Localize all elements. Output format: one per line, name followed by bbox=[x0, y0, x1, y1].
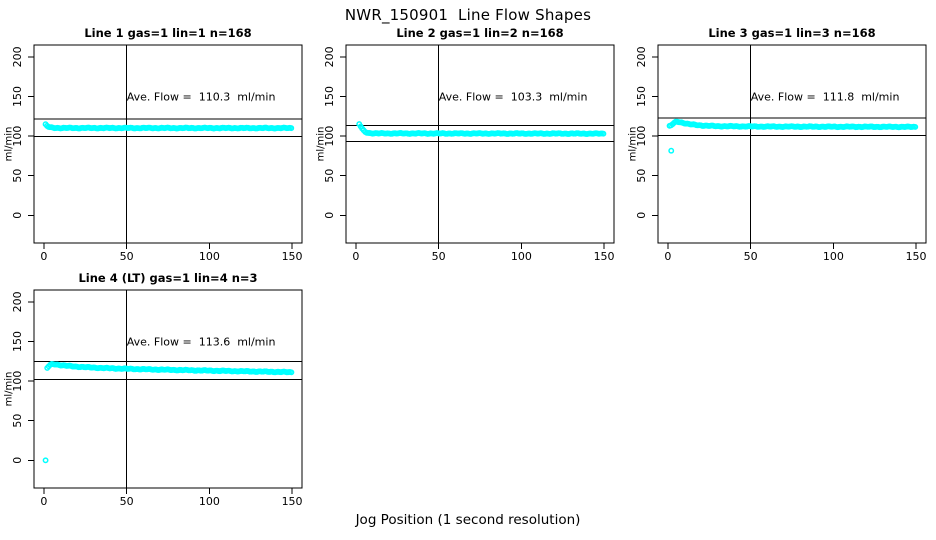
x-axis-ticks: 0 50 100 150 bbox=[40, 243, 303, 263]
outlier-point bbox=[668, 147, 675, 154]
y-tick-label: 100 bbox=[11, 371, 24, 392]
flow-panel-line-2: 0 50 100 150 200 0 50 100 150 ml/min Line 2 gas=1 … bbox=[316, 26, 615, 263]
y-axis-label: ml/min bbox=[4, 127, 15, 162]
data-point bbox=[912, 123, 919, 130]
x-tick-label: 0 bbox=[40, 495, 47, 508]
x-tick-label: 100 bbox=[199, 495, 220, 508]
y-tick-label: 0 bbox=[11, 212, 24, 219]
x-tick-label: 150 bbox=[594, 250, 615, 263]
y-axis-ticks: 0 50 100 150 200 bbox=[635, 46, 658, 219]
y-tick-label: 50 bbox=[11, 414, 24, 428]
y-axis-ticks: 0 50 100 150 200 bbox=[11, 291, 34, 464]
x-tick-label: 100 bbox=[511, 250, 532, 263]
ave-flow-annotation: Ave. Flow = 110.3 ml/min bbox=[127, 90, 276, 103]
flow-panel-line-4: 0 50 100 150 200 0 50 100 150 ml/min Line 4 (LT) g… bbox=[4, 271, 303, 508]
y-tick-label: 200 bbox=[11, 46, 24, 67]
flow-panel-line-1: 0 50 100 150 200 0 50 100 150 ml/min Line 1 gas=1 … bbox=[4, 26, 303, 263]
data-point bbox=[288, 369, 295, 376]
y-tick-label: 100 bbox=[635, 126, 648, 147]
data-points bbox=[42, 121, 295, 132]
x-axis-ticks: 0 50 100 150 bbox=[352, 243, 615, 263]
data-points bbox=[666, 118, 919, 131]
x-tick-label: 150 bbox=[282, 250, 303, 263]
data-points bbox=[356, 121, 607, 138]
y-axis-label: ml/min bbox=[4, 372, 15, 407]
panel-title: Line 4 (LT) gas=1 lin=4 n=3 bbox=[78, 271, 257, 285]
x-tick-label: 100 bbox=[823, 250, 844, 263]
y-tick-label: 150 bbox=[11, 86, 24, 107]
y-tick-label: 0 bbox=[635, 212, 648, 219]
panel-title: Line 3 gas=1 lin=3 n=168 bbox=[708, 26, 875, 40]
ave-flow-annotation: Ave. Flow = 111.8 ml/min bbox=[751, 90, 900, 103]
y-axis-ticks: 0 50 100 150 200 bbox=[11, 46, 34, 219]
y-tick-label: 100 bbox=[323, 126, 336, 147]
y-axis-label: ml/min bbox=[628, 127, 639, 162]
x-tick-label: 50 bbox=[120, 250, 134, 263]
ave-flow-annotation: Ave. Flow = 113.6 ml/min bbox=[127, 335, 276, 348]
x-tick-label: 100 bbox=[199, 250, 220, 263]
x-tick-label: 0 bbox=[352, 250, 359, 263]
y-tick-label: 50 bbox=[635, 169, 648, 183]
main-title: NWR_150901 Line Flow Shapes bbox=[344, 6, 592, 24]
plot-box bbox=[33, 44, 303, 244]
panel-title: Line 1 gas=1 lin=1 n=168 bbox=[84, 26, 251, 40]
outlier-point bbox=[42, 457, 49, 464]
y-tick-label: 50 bbox=[11, 169, 24, 183]
ave-flow-annotation: Ave. Flow = 103.3 ml/min bbox=[439, 90, 588, 103]
x-tick-label: 50 bbox=[744, 250, 758, 263]
x-tick-label: 0 bbox=[40, 250, 47, 263]
plot-box bbox=[657, 44, 927, 244]
y-tick-label: 150 bbox=[635, 86, 648, 107]
plot-box bbox=[33, 289, 303, 489]
data-points bbox=[44, 361, 295, 376]
y-tick-label: 0 bbox=[11, 457, 24, 464]
flow-panel-line-3: 0 50 100 150 200 0 50 100 150 ml/min Line 3 gas=1 … bbox=[628, 26, 927, 263]
x-tick-label: 50 bbox=[432, 250, 446, 263]
x-tick-label: 150 bbox=[282, 495, 303, 508]
data-point bbox=[288, 125, 295, 132]
y-tick-label: 150 bbox=[323, 86, 336, 107]
y-axis-label: ml/min bbox=[316, 127, 327, 162]
y-tick-label: 150 bbox=[11, 331, 24, 352]
x-tick-label: 50 bbox=[120, 495, 134, 508]
y-tick-label: 200 bbox=[323, 46, 336, 67]
data-point bbox=[600, 130, 607, 137]
x-axis-ticks: 0 50 100 150 bbox=[40, 488, 303, 508]
x-axis-ticks: 0 50 100 150 bbox=[664, 243, 927, 263]
y-tick-label: 50 bbox=[323, 169, 336, 183]
x-axis-shared-label: Jog Position (1 second resolution) bbox=[355, 512, 581, 528]
plot-box bbox=[345, 44, 615, 244]
x-tick-label: 0 bbox=[664, 250, 671, 263]
y-tick-label: 200 bbox=[11, 291, 24, 312]
x-tick-label: 150 bbox=[906, 250, 927, 263]
y-tick-label: 100 bbox=[11, 126, 24, 147]
y-tick-label: 200 bbox=[635, 46, 648, 67]
y-axis-ticks: 0 50 100 150 200 bbox=[323, 46, 346, 219]
panel-title: Line 2 gas=1 lin=2 n=168 bbox=[396, 26, 563, 40]
y-tick-label: 0 bbox=[323, 212, 336, 219]
